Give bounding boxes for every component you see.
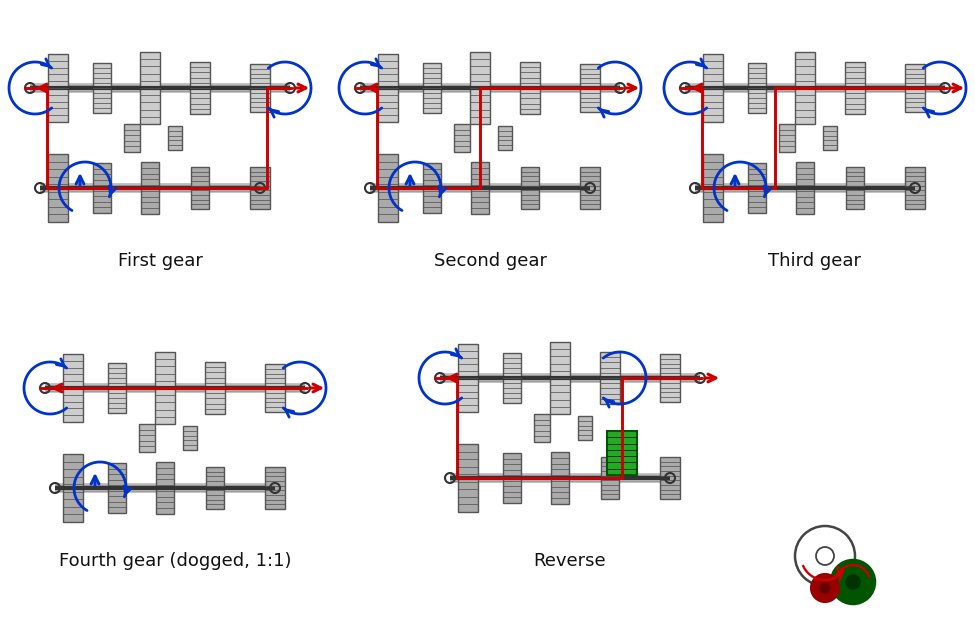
Bar bbox=[703, 54, 723, 122]
Circle shape bbox=[831, 560, 875, 604]
Bar bbox=[265, 364, 285, 412]
Bar bbox=[550, 342, 570, 414]
Bar bbox=[534, 414, 550, 442]
Bar bbox=[580, 64, 600, 112]
Bar bbox=[108, 463, 126, 513]
Bar bbox=[423, 163, 441, 213]
Bar bbox=[498, 126, 512, 150]
Bar bbox=[168, 126, 182, 150]
Bar bbox=[607, 431, 637, 475]
Bar bbox=[470, 52, 490, 124]
Bar bbox=[601, 457, 619, 499]
Bar bbox=[140, 52, 160, 124]
Bar bbox=[155, 352, 175, 424]
Circle shape bbox=[820, 583, 830, 593]
Bar bbox=[423, 63, 441, 113]
Bar bbox=[63, 454, 83, 522]
Bar bbox=[183, 426, 197, 450]
Bar bbox=[748, 163, 766, 213]
Bar bbox=[205, 362, 225, 414]
Bar bbox=[779, 124, 795, 152]
Bar bbox=[503, 353, 521, 403]
Bar bbox=[503, 453, 521, 503]
Bar bbox=[660, 354, 680, 402]
Circle shape bbox=[846, 575, 860, 589]
Bar bbox=[124, 124, 140, 152]
Circle shape bbox=[811, 574, 839, 602]
Bar bbox=[520, 62, 540, 114]
Bar bbox=[156, 462, 174, 514]
Bar bbox=[703, 154, 723, 222]
Bar bbox=[458, 444, 478, 512]
Bar bbox=[139, 424, 155, 452]
Bar bbox=[471, 162, 489, 214]
Bar bbox=[905, 167, 925, 209]
Bar bbox=[748, 63, 766, 113]
Text: Second gear: Second gear bbox=[434, 252, 547, 270]
Bar bbox=[48, 154, 68, 222]
Bar bbox=[795, 52, 815, 124]
Bar bbox=[796, 162, 814, 214]
Bar bbox=[378, 154, 398, 222]
Bar bbox=[823, 126, 837, 150]
Bar bbox=[378, 54, 398, 122]
Bar bbox=[600, 352, 620, 404]
Bar bbox=[190, 62, 210, 114]
Text: Third gear: Third gear bbox=[768, 252, 862, 270]
Bar bbox=[660, 457, 680, 499]
Bar bbox=[551, 452, 569, 504]
Bar bbox=[905, 64, 925, 112]
Bar bbox=[846, 167, 864, 209]
Text: First gear: First gear bbox=[118, 252, 203, 270]
Bar bbox=[845, 62, 865, 114]
Bar bbox=[93, 63, 111, 113]
Bar bbox=[206, 467, 224, 509]
Bar bbox=[93, 163, 111, 213]
Bar bbox=[250, 64, 270, 112]
Text: Reverse: Reverse bbox=[533, 552, 606, 570]
Bar bbox=[454, 124, 470, 152]
Bar bbox=[191, 167, 209, 209]
Bar bbox=[108, 363, 126, 413]
Bar bbox=[48, 54, 68, 122]
Bar bbox=[580, 167, 600, 209]
Text: Fourth gear (dogged, 1:1): Fourth gear (dogged, 1:1) bbox=[58, 552, 292, 570]
Bar bbox=[265, 467, 285, 509]
Bar bbox=[63, 354, 83, 422]
Bar bbox=[141, 162, 159, 214]
Bar bbox=[250, 167, 270, 209]
Bar bbox=[521, 167, 539, 209]
Bar bbox=[578, 416, 592, 440]
Bar bbox=[458, 344, 478, 412]
